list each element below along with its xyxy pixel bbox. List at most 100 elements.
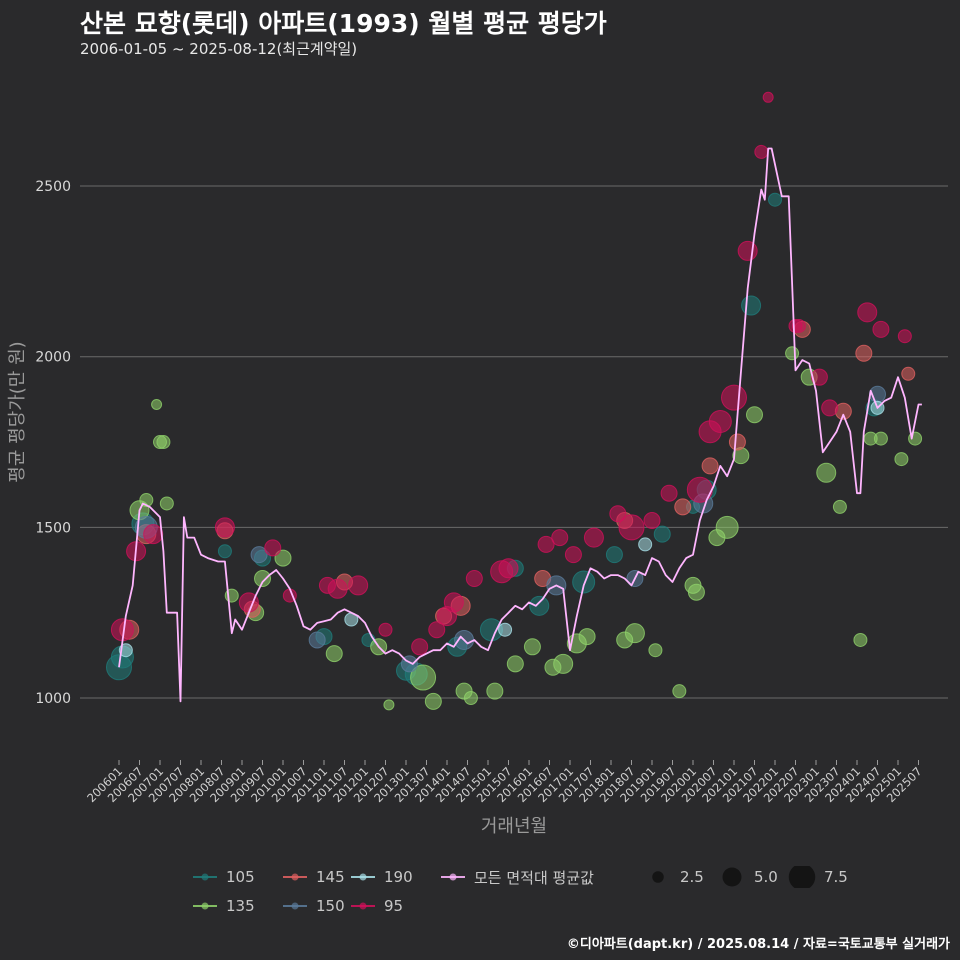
point-95 (428, 621, 446, 639)
point-95 (214, 517, 235, 538)
point-95 (897, 329, 912, 344)
point-135 (687, 583, 705, 601)
legend-item-145: 145 (282, 866, 345, 888)
point-95 (791, 318, 806, 333)
legend-size-label: 5.0 (754, 868, 778, 886)
point-95 (618, 514, 645, 541)
point-105 (653, 525, 671, 543)
legend-size-swatch (788, 866, 816, 888)
point-135 (746, 406, 763, 424)
point-95 (660, 484, 678, 502)
point-135 (156, 435, 171, 450)
point-145 (901, 366, 916, 381)
legend-size-item: 2.5 (644, 866, 704, 888)
point-135 (648, 643, 663, 658)
legend-size-swatch (644, 866, 672, 888)
scatter-points (106, 91, 923, 711)
point-135 (672, 684, 687, 699)
point-135 (523, 638, 541, 656)
point-135 (486, 682, 504, 700)
point-95 (537, 535, 555, 553)
point-95 (378, 622, 393, 637)
chart-legend: 105 145 190 모든 면적대 평균값 135 150 95 2.5 5.0 7.5 (192, 866, 872, 926)
point-190 (638, 537, 653, 552)
point-135 (715, 515, 739, 539)
point-135 (832, 499, 847, 514)
point-105 (572, 570, 596, 594)
y-tick-label: 1000 (35, 691, 71, 707)
x-axis-ticks: 2006012006072007012007072008012008072009… (84, 760, 925, 805)
point-105 (741, 295, 762, 316)
point-95 (686, 476, 713, 503)
point-135 (624, 623, 645, 644)
average-line-path (118, 147, 922, 703)
legend-label: 95 (384, 897, 404, 915)
source-caption: ©디아파트(dapt.kr) / 2025.08.14 / 자료=국토교통부 실… (566, 937, 950, 952)
point-95 (264, 539, 282, 557)
x-axis-label: 거래년월 (480, 816, 548, 837)
point-95 (857, 302, 878, 323)
point-95 (327, 578, 348, 599)
point-135 (506, 655, 524, 673)
point-105 (605, 546, 623, 564)
point-105 (217, 544, 232, 559)
point-135 (325, 645, 343, 663)
legend-swatch (440, 866, 466, 888)
point-135 (274, 549, 292, 567)
legend-size-item: 7.5 (788, 866, 848, 888)
legend-size-label: 2.5 (680, 868, 704, 886)
point-135 (816, 462, 837, 483)
legend-label: 190 (384, 868, 413, 886)
y-tick-label: 2500 (35, 179, 71, 195)
point-145 (674, 498, 692, 516)
point-135 (463, 691, 478, 705)
chart-subtitle: 2006-01-05 ~ 2025-08-12(최근계약일) (80, 40, 358, 58)
point-105 (529, 595, 550, 616)
point-150 (250, 546, 268, 564)
point-135 (785, 346, 800, 361)
legend-label: 135 (226, 897, 255, 915)
point-135 (254, 570, 271, 588)
point-135 (383, 699, 395, 711)
point-145 (855, 344, 873, 362)
point-190 (498, 622, 513, 637)
legend-item-모든 면적대 평균값: 모든 면적대 평균값 (440, 866, 594, 888)
legend-item-150: 150 (282, 895, 345, 917)
point-95 (810, 368, 828, 386)
point-95 (498, 558, 519, 579)
point-95 (465, 570, 483, 588)
point-95 (411, 638, 429, 656)
legend-size-swatch (718, 866, 746, 888)
point-95 (721, 384, 747, 411)
point-135 (873, 431, 888, 446)
point-145 (728, 433, 746, 451)
y-tick-label: 2000 (35, 350, 71, 366)
legend-item-95: 95 (350, 895, 403, 917)
point-95 (737, 240, 758, 261)
point-135 (553, 653, 574, 674)
y-tick-label: 1500 (35, 520, 71, 536)
point-135 (151, 398, 163, 410)
point-95 (708, 410, 732, 434)
point-95 (551, 529, 569, 547)
point-150 (308, 631, 326, 649)
y-axis-ticks: 1000 1500 2000 2500 (35, 179, 71, 707)
point-105 (768, 192, 782, 207)
point-145 (701, 457, 719, 475)
legend-size-label: 7.5 (824, 868, 848, 886)
y-axis-label: 평균 평당가(만 원) (7, 341, 28, 483)
point-95 (609, 505, 627, 523)
legend-label: 145 (316, 868, 345, 886)
point-135 (894, 452, 909, 467)
point-95 (143, 524, 164, 545)
point-135 (424, 692, 442, 710)
legend-label: 모든 면적대 평균값 (474, 868, 594, 887)
chart-title: 산본 묘향(롯데) 아파트(1993) 월별 평균 평당가 (80, 9, 607, 38)
point-95 (348, 575, 369, 596)
point-135 (410, 664, 437, 691)
legend-item-190: 190 (350, 866, 413, 888)
legend-label: 105 (226, 868, 255, 886)
average-line (118, 147, 922, 703)
legend-item-135: 135 (192, 895, 255, 917)
